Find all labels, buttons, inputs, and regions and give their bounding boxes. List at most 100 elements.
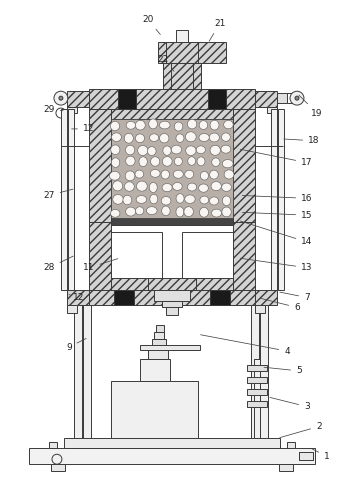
Bar xyxy=(260,305,268,444)
Bar xyxy=(110,381,198,438)
Ellipse shape xyxy=(110,121,120,131)
Circle shape xyxy=(59,96,63,100)
Bar xyxy=(89,222,110,290)
Bar xyxy=(163,63,201,89)
Bar xyxy=(162,301,182,308)
Ellipse shape xyxy=(209,133,219,142)
Ellipse shape xyxy=(138,146,148,156)
Text: 3: 3 xyxy=(270,398,310,411)
Ellipse shape xyxy=(209,170,218,179)
Ellipse shape xyxy=(199,134,209,141)
Bar xyxy=(89,89,255,109)
Bar xyxy=(110,232,162,278)
Bar xyxy=(247,365,267,371)
Ellipse shape xyxy=(111,145,120,155)
Ellipse shape xyxy=(224,120,233,129)
Ellipse shape xyxy=(176,207,184,217)
Bar xyxy=(110,278,234,290)
Text: 19: 19 xyxy=(299,95,323,117)
Bar xyxy=(89,290,255,306)
Bar xyxy=(255,306,265,313)
Bar xyxy=(277,93,287,103)
Ellipse shape xyxy=(211,182,221,191)
Ellipse shape xyxy=(136,207,144,215)
Bar xyxy=(166,308,178,315)
Text: 12: 12 xyxy=(69,293,84,302)
Bar xyxy=(254,359,260,438)
Ellipse shape xyxy=(112,181,123,191)
Ellipse shape xyxy=(126,207,136,216)
Text: 4: 4 xyxy=(201,335,290,355)
Text: 9: 9 xyxy=(66,339,86,352)
Bar xyxy=(67,290,89,306)
Bar xyxy=(118,89,136,109)
Ellipse shape xyxy=(197,157,205,166)
Ellipse shape xyxy=(196,146,205,154)
Bar xyxy=(176,30,188,42)
Ellipse shape xyxy=(200,196,209,204)
Ellipse shape xyxy=(210,145,221,155)
Ellipse shape xyxy=(162,183,172,192)
Bar xyxy=(267,107,277,113)
Ellipse shape xyxy=(147,147,156,156)
Circle shape xyxy=(295,96,299,100)
Bar xyxy=(278,109,284,290)
Ellipse shape xyxy=(125,171,135,181)
Bar xyxy=(287,442,295,448)
Ellipse shape xyxy=(163,146,171,155)
Ellipse shape xyxy=(149,119,158,129)
Bar xyxy=(51,464,65,471)
Text: 21: 21 xyxy=(209,19,225,41)
Ellipse shape xyxy=(126,121,136,129)
Ellipse shape xyxy=(187,183,197,191)
Ellipse shape xyxy=(174,122,183,131)
Bar xyxy=(271,109,277,290)
Ellipse shape xyxy=(150,194,158,204)
Bar xyxy=(234,222,255,290)
Ellipse shape xyxy=(209,197,218,205)
Ellipse shape xyxy=(111,158,120,168)
Ellipse shape xyxy=(186,146,196,156)
Ellipse shape xyxy=(212,209,222,217)
Ellipse shape xyxy=(126,156,135,166)
Ellipse shape xyxy=(174,157,182,166)
Text: 12: 12 xyxy=(72,125,94,133)
Text: 13: 13 xyxy=(240,258,313,272)
Text: 6: 6 xyxy=(260,298,300,312)
Bar xyxy=(152,339,166,347)
Ellipse shape xyxy=(221,145,231,153)
Ellipse shape xyxy=(136,195,147,204)
Ellipse shape xyxy=(137,181,147,191)
Text: 14: 14 xyxy=(240,221,313,247)
Ellipse shape xyxy=(123,195,132,205)
Circle shape xyxy=(290,91,304,105)
Text: 11: 11 xyxy=(83,259,118,272)
Bar xyxy=(182,232,234,278)
Bar xyxy=(247,389,267,395)
Bar xyxy=(234,109,255,222)
Ellipse shape xyxy=(139,157,147,167)
Bar xyxy=(64,438,280,448)
Ellipse shape xyxy=(109,171,120,180)
Ellipse shape xyxy=(185,195,195,204)
Bar xyxy=(208,89,226,109)
Ellipse shape xyxy=(199,121,208,129)
Ellipse shape xyxy=(224,170,234,179)
Bar xyxy=(67,91,89,107)
Bar xyxy=(110,119,234,218)
Text: 7: 7 xyxy=(280,292,310,302)
Ellipse shape xyxy=(200,171,208,180)
Ellipse shape xyxy=(125,182,134,191)
Ellipse shape xyxy=(113,194,123,204)
Ellipse shape xyxy=(124,133,133,143)
Bar xyxy=(115,290,134,306)
Bar xyxy=(74,305,82,444)
Bar xyxy=(210,290,229,306)
Ellipse shape xyxy=(136,134,144,143)
Bar xyxy=(158,42,226,63)
Ellipse shape xyxy=(147,206,157,215)
Ellipse shape xyxy=(212,158,220,166)
Ellipse shape xyxy=(210,120,219,130)
Text: 2: 2 xyxy=(280,422,322,438)
Text: 18: 18 xyxy=(284,137,320,145)
